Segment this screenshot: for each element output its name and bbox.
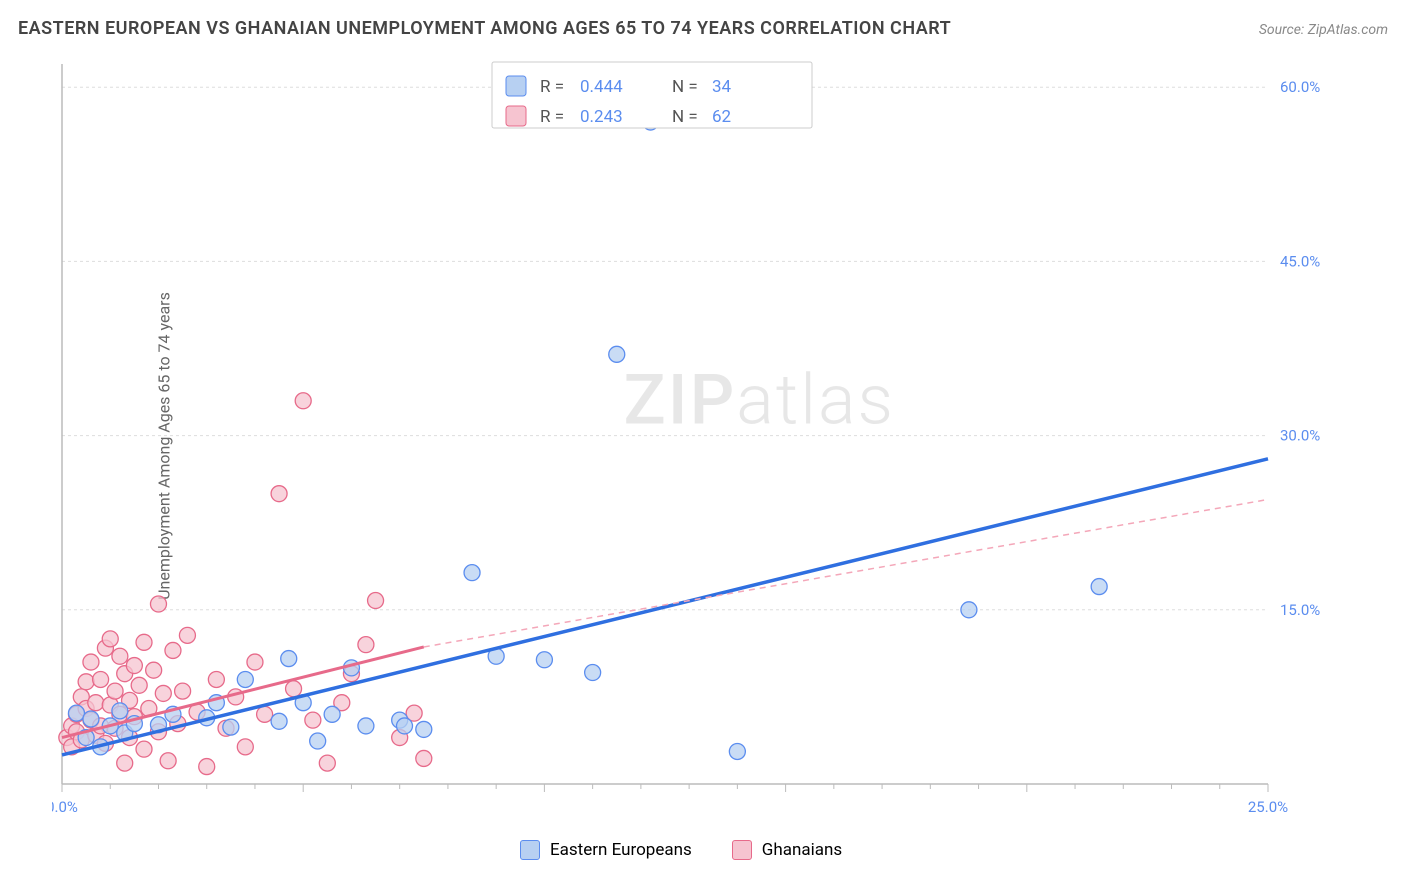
- source-label: Source: ZipAtlas.com: [1259, 22, 1388, 38]
- legend-label-eastern: Eastern Europeans: [550, 840, 692, 860]
- svg-text:45.0%: 45.0%: [1280, 252, 1320, 270]
- svg-text:30.0%: 30.0%: [1280, 427, 1320, 445]
- chart-title: EASTERN EUROPEAN VS GHANAIAN UNEMPLOYMEN…: [18, 18, 951, 39]
- svg-text:N =: N =: [672, 77, 698, 97]
- svg-text:62: 62: [712, 107, 731, 127]
- legend-item-eastern: Eastern Europeans: [520, 840, 692, 860]
- svg-text:R =: R =: [540, 107, 564, 127]
- svg-text:N =: N =: [672, 107, 698, 127]
- svg-text:0.444: 0.444: [580, 77, 623, 97]
- svg-text:34: 34: [712, 77, 732, 97]
- scatter-chart: 15.0% 30.0% 45.0% 60.0% ZIPatlas 0.0% 25.0% R =…: [52, 54, 1338, 824]
- svg-text:0.243: 0.243: [580, 107, 623, 127]
- svg-text:15.0%: 15.0%: [1280, 601, 1320, 619]
- legend-swatch-pink: [732, 840, 752, 860]
- svg-text:R =: R =: [540, 77, 564, 97]
- legend-item-ghanaian: Ghanaians: [732, 840, 842, 860]
- legend-label-ghanaian: Ghanaians: [762, 840, 842, 860]
- svg-text:ZIPatlas: ZIPatlas: [624, 360, 896, 442]
- svg-text:25.0%: 25.0%: [1248, 798, 1288, 816]
- legend-swatch-blue: [520, 840, 540, 860]
- plot-area: 15.0% 30.0% 45.0% 60.0% ZIPatlas 0.0% 25.0% R =…: [52, 54, 1338, 824]
- svg-text:0.0%: 0.0%: [52, 798, 78, 816]
- title-bar: EASTERN EUROPEAN VS GHANAIAN UNEMPLOYMEN…: [18, 18, 1388, 39]
- legend-bottom: Eastern Europeans Ghanaians: [520, 840, 842, 860]
- svg-text:60.0%: 60.0%: [1280, 78, 1320, 96]
